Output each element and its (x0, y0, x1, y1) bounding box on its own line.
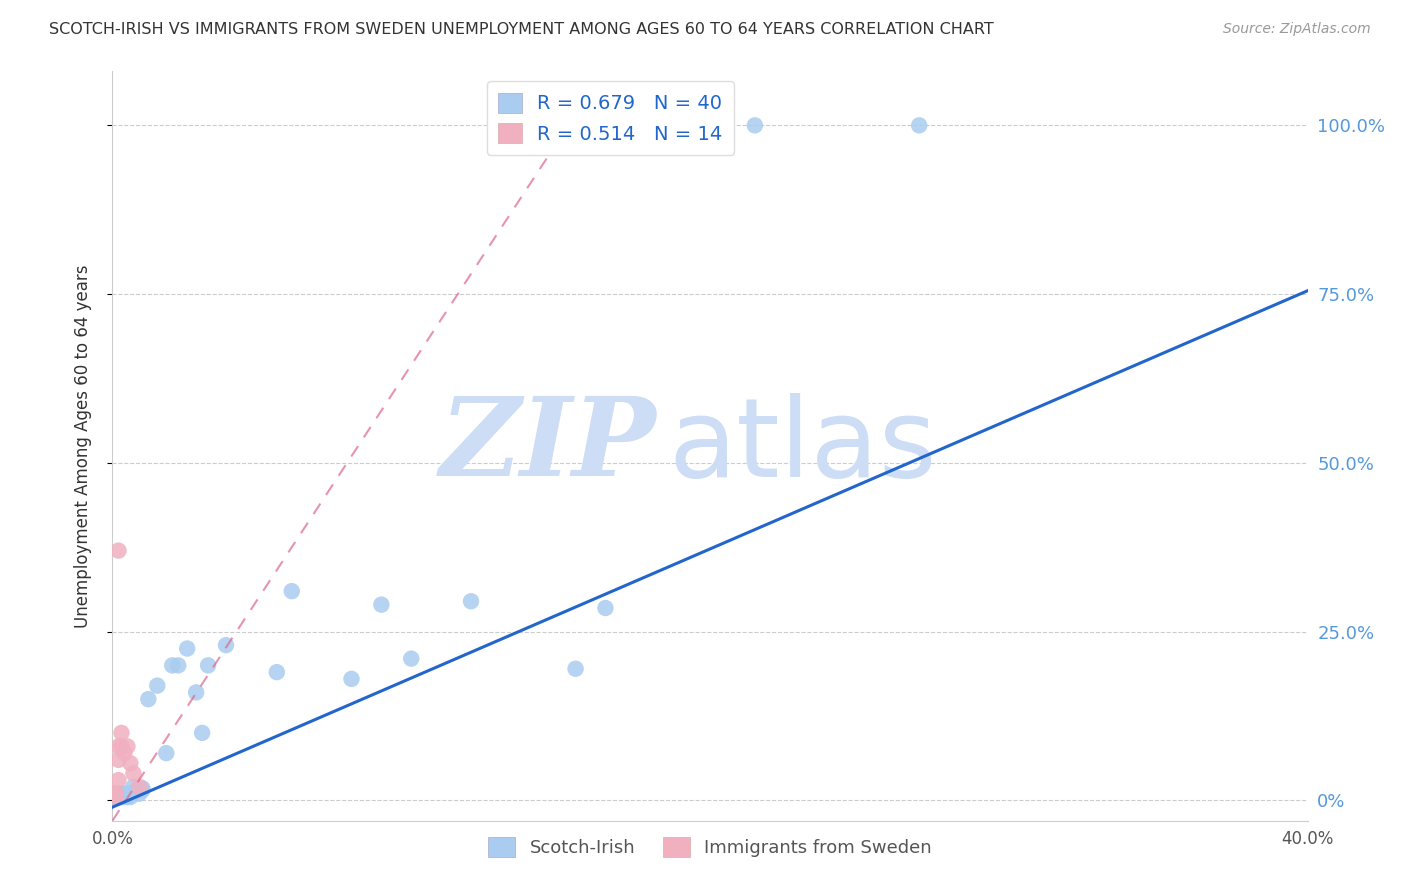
Point (215, 638, 238, 652)
Point (107, 790, 129, 805)
Legend: Scotch-Irish, Immigrants from Sweden: Scotch-Irish, Immigrants from Sweden (481, 830, 939, 864)
Point (117, 787, 139, 801)
Point (104, 790, 127, 805)
Text: ZIP: ZIP (440, 392, 657, 500)
Point (107, 753, 129, 767)
Point (110, 726, 132, 740)
Point (197, 658, 219, 673)
Point (104, 790, 127, 805)
Point (104, 787, 127, 801)
Point (138, 692, 160, 706)
Point (155, 746, 177, 760)
Point (114, 787, 135, 801)
Point (186, 685, 208, 699)
Point (167, 658, 190, 673)
Point (744, 119, 766, 133)
Point (595, 601, 617, 615)
Point (114, 746, 135, 760)
Point (114, 790, 135, 805)
Point (117, 790, 139, 805)
Point (162, 658, 183, 673)
Point (110, 790, 132, 805)
Text: atlas: atlas (668, 392, 936, 500)
Y-axis label: Unemployment Among Ages 60 to 64 years: Unemployment Among Ages 60 to 64 years (73, 264, 91, 628)
Point (122, 766, 145, 780)
Point (125, 783, 148, 797)
Point (107, 543, 129, 558)
Text: SCOTCH-IRISH VS IMMIGRANTS FROM SWEDEN UNEMPLOYMENT AMONG AGES 60 TO 64 YEARS CO: SCOTCH-IRISH VS IMMIGRANTS FROM SWEDEN U… (49, 22, 994, 37)
Point (107, 790, 129, 805)
Point (131, 783, 153, 797)
Point (107, 787, 129, 801)
Point (460, 594, 482, 608)
Point (120, 787, 142, 801)
Point (266, 665, 288, 680)
Point (370, 598, 392, 612)
Point (107, 773, 129, 788)
Point (104, 790, 127, 805)
Point (908, 119, 931, 133)
Point (120, 790, 142, 805)
Point (122, 780, 145, 794)
Text: Source: ZipAtlas.com: Source: ZipAtlas.com (1223, 22, 1371, 37)
Point (281, 584, 304, 599)
Point (104, 790, 127, 805)
Point (401, 651, 423, 665)
Point (104, 787, 127, 801)
Point (191, 726, 214, 740)
Point (120, 756, 142, 771)
Point (146, 679, 169, 693)
Point (110, 787, 132, 801)
Point (110, 739, 132, 754)
Point (176, 641, 198, 656)
Point (107, 739, 129, 754)
Point (117, 739, 139, 754)
Point (131, 781, 153, 796)
Point (128, 780, 150, 794)
Point (564, 662, 586, 676)
Point (340, 672, 363, 686)
Point (128, 787, 150, 801)
Point (110, 790, 132, 805)
